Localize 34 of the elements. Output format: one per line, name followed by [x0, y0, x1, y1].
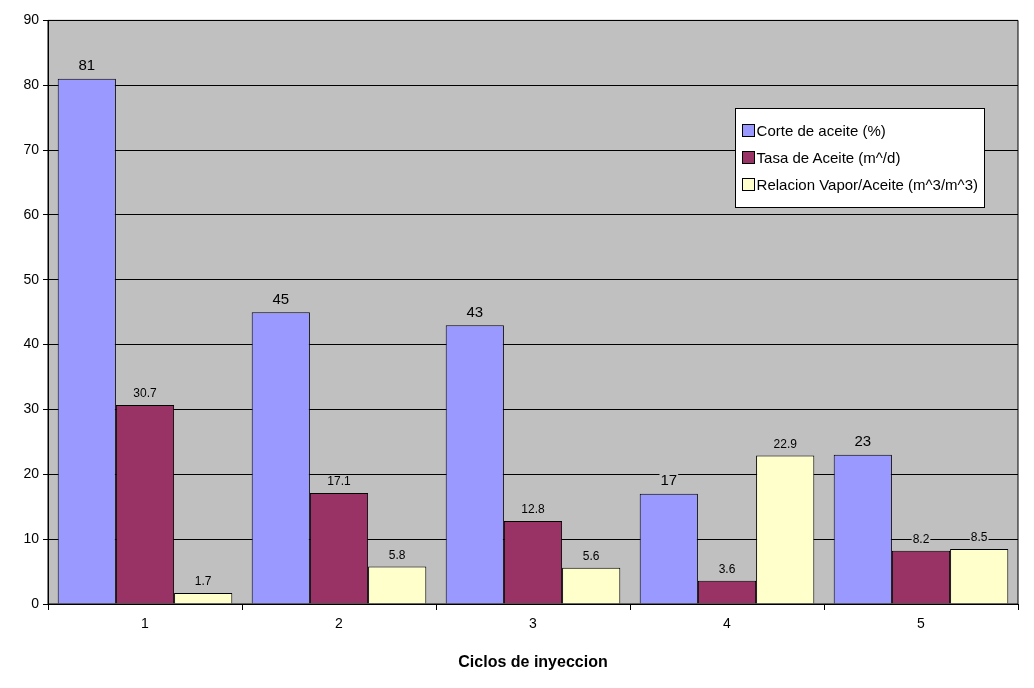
legend-label: Corte de aceite (%) — [756, 122, 886, 139]
x-tick-label: 3 — [529, 615, 538, 632]
x-axis-title: Ciclos de inyeccion — [458, 652, 608, 670]
x-tick-label: 1 — [141, 615, 150, 632]
data-label: 8.5 — [970, 530, 988, 545]
legend-label: Relacion Vapor/Aceite (m^3/m^3) — [756, 176, 978, 193]
data-label: 8.2 — [912, 532, 930, 547]
data-label: 5.8 — [388, 547, 406, 562]
data-label: 3.6 — [718, 561, 736, 576]
y-tick-label: 80 — [23, 76, 40, 93]
data-label: 1.7 — [194, 574, 212, 589]
data-label: 43 — [466, 302, 484, 320]
data-label: 12.8 — [521, 502, 545, 517]
y-tick-label: 0 — [31, 594, 40, 611]
data-label: 23 — [854, 432, 872, 450]
y-tick-label: 90 — [23, 11, 40, 28]
y-tick-label: 10 — [23, 530, 40, 547]
x-tick-label: 4 — [723, 615, 732, 632]
data-label: 22.9 — [773, 436, 798, 451]
y-tick-label: 50 — [23, 270, 40, 287]
data-label: 5.6 — [582, 549, 600, 563]
y-tick-label: 70 — [23, 140, 40, 157]
y-tick-label: 60 — [23, 205, 40, 222]
y-tick-label: 30 — [23, 400, 40, 417]
data-label: 30.7 — [133, 386, 157, 401]
data-label: 81 — [78, 56, 96, 74]
y-tick-label: 20 — [23, 465, 40, 482]
data-label: 17.1 — [327, 474, 351, 489]
x-tick-label: 5 — [917, 615, 926, 632]
legend-label: Tasa de Aceite (m^/d) — [756, 149, 901, 166]
y-tick-label: 40 — [23, 335, 40, 352]
data-label: 45 — [272, 289, 290, 307]
x-tick-label: 2 — [335, 615, 344, 632]
data-label: 17 — [660, 471, 678, 489]
